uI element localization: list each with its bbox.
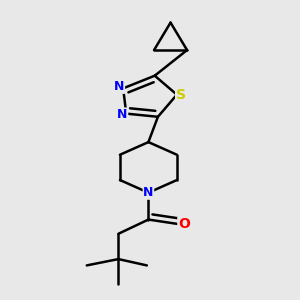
Text: S: S (176, 88, 186, 102)
Text: N: N (143, 186, 154, 199)
Text: N: N (117, 108, 128, 121)
Text: N: N (114, 80, 124, 93)
Text: O: O (178, 217, 190, 231)
